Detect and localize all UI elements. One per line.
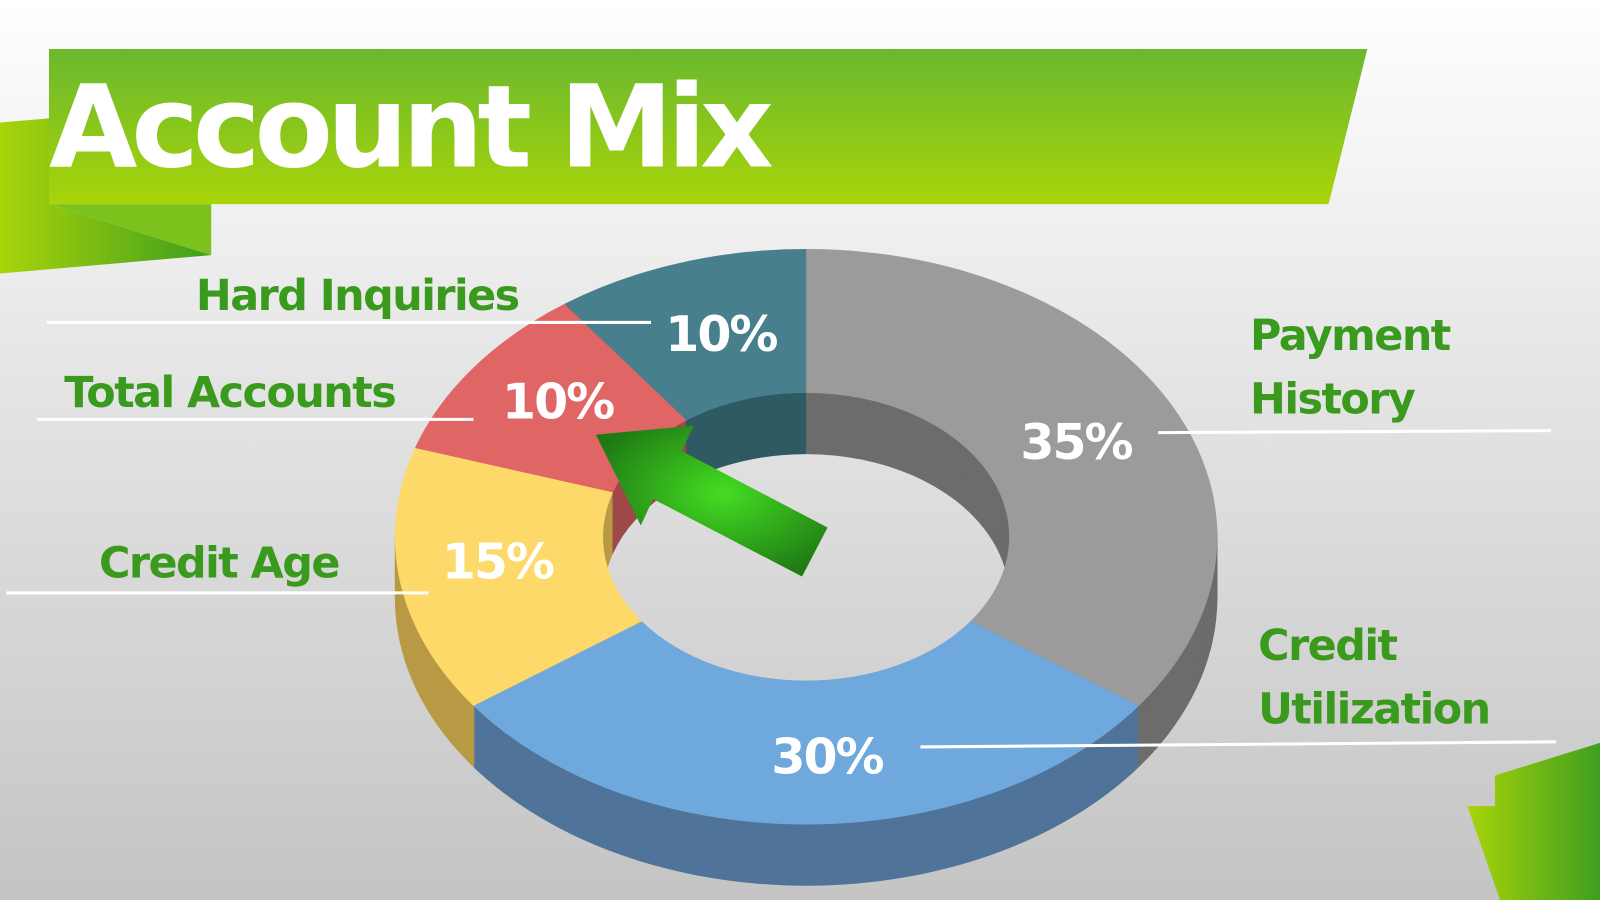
slice-hard-inquiries [564,248,807,421]
data-label-hard-inquiries: 10% [665,306,777,363]
chart-title: Account Mix [49,60,772,193]
data-label-total-accounts: 10% [502,373,614,430]
corner-decoration [1467,742,1600,900]
label-credit-age: Credit Age [99,539,339,589]
title-banner [48,48,1368,205]
ribbon-fold [48,204,212,256]
slice-payment-history [806,248,1218,706]
label-credit-utilization-1: Credit [1258,621,1397,671]
label-total-accounts: Total Accounts [64,368,395,418]
data-label-payment-history: 35% [1020,414,1132,471]
arrow-icon [595,425,828,577]
slice-credit-age [394,447,642,706]
label-credit-utilization-2: Utilization [1258,684,1489,734]
slice-credit-utilization [473,621,1139,825]
leader-payment-history [1158,429,1552,435]
leader-credit-utilization [920,740,1557,749]
data-label-credit-age: 15% [442,534,554,591]
label-payment-history-2: History [1250,374,1416,424]
label-hard-inquiries: Hard Inquiries [196,271,519,321]
ribbon-left [0,118,212,274]
donut-chart [394,248,1218,886]
data-label-credit-utilization: 30% [771,728,883,785]
label-payment-history-1: Payment [1250,311,1451,361]
